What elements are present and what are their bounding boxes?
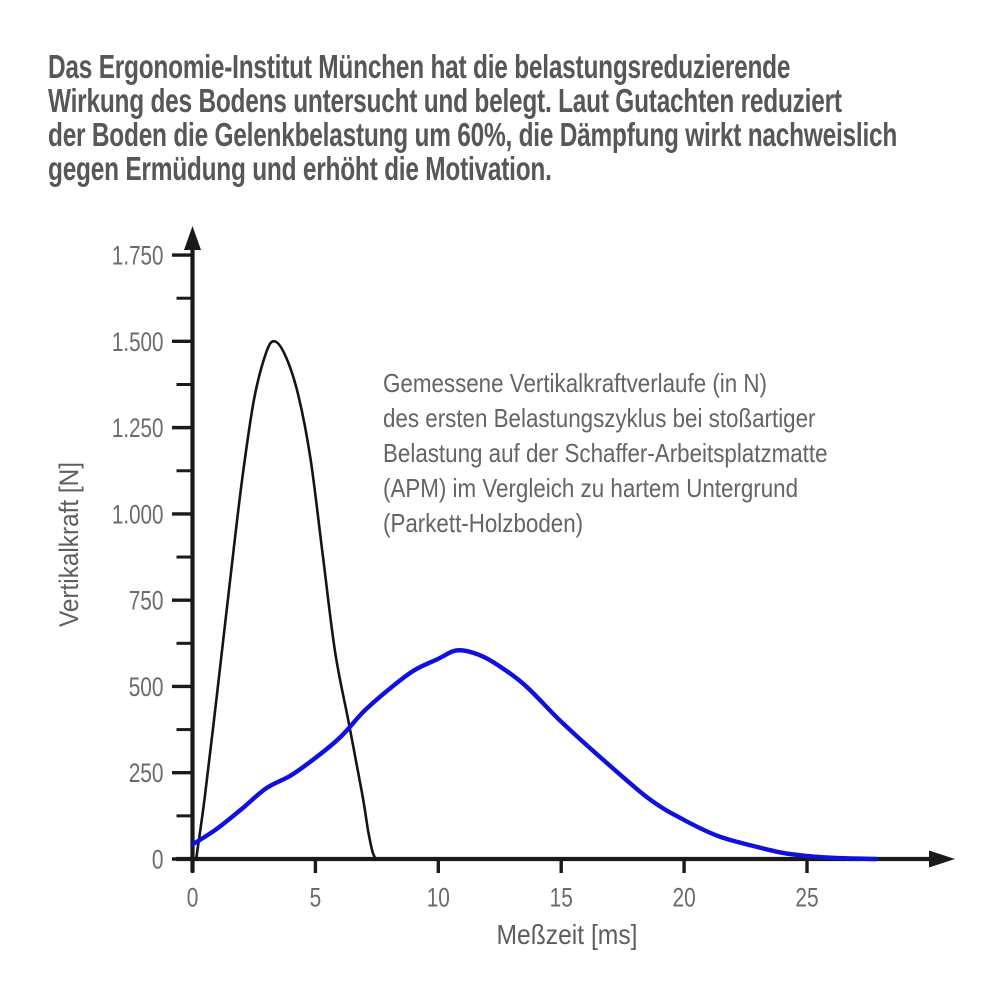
y-tick-label: 1.000	[112, 499, 164, 529]
intro-text: Das Ergonomie-Institut München hat die b…	[48, 50, 897, 186]
axes	[176, 226, 955, 872]
x-axis-title: Meßzeit [ms]	[497, 919, 638, 950]
y-tick-label: 500	[129, 672, 164, 702]
x-tick-label: 0	[187, 883, 199, 913]
annotation-line: Belastung auf der Schaffer-Arbeitsplatzm…	[383, 438, 828, 468]
annotation-line: des ersten Belastungszyklus bei stoßarti…	[383, 403, 816, 433]
x-tick-label: 10	[427, 883, 450, 913]
intro-line: Wirkung des Bodens untersucht und belegt…	[48, 82, 842, 119]
y-tick-label: 1.750	[112, 241, 164, 271]
y-tick-label: 250	[129, 758, 164, 788]
chart-annotation: Gemessene Vertikalkraftverlaufe (in N) d…	[383, 366, 828, 541]
y-tick-label: 1.250	[112, 413, 164, 443]
y-tick-label: 1.500	[112, 327, 164, 357]
annotation-line: (Parkett-Holzboden)	[383, 508, 584, 538]
y-axis-arrow-icon	[184, 226, 201, 250]
y-tick-label: 0	[152, 845, 164, 875]
x-tick-label: 5	[310, 883, 322, 913]
annotation-line: Gemessene Vertikalkraftverlaufe (in N)	[383, 368, 768, 398]
series-curve-1	[190, 647, 878, 862]
intro-line: gegen Ermüdung und erhöht die Motivation…	[48, 150, 552, 187]
intro-line: Das Ergonomie-Institut München hat die b…	[48, 48, 791, 85]
intro-line: der Boden die Gelenkbelastung um 60%, di…	[48, 116, 898, 153]
x-axis-arrow-icon	[929, 850, 955, 868]
x-tick-label: 25	[795, 883, 818, 913]
y-axis-title: Vertikalkraft [N]	[54, 462, 84, 627]
series-curve-0	[194, 339, 377, 861]
y-tick-label: 750	[129, 586, 164, 616]
annotation-line: (APM) im Vergleich zu hartem Untergrund	[383, 473, 799, 503]
x-tick-label: 20	[673, 883, 696, 913]
x-tick-label: 15	[550, 883, 573, 913]
